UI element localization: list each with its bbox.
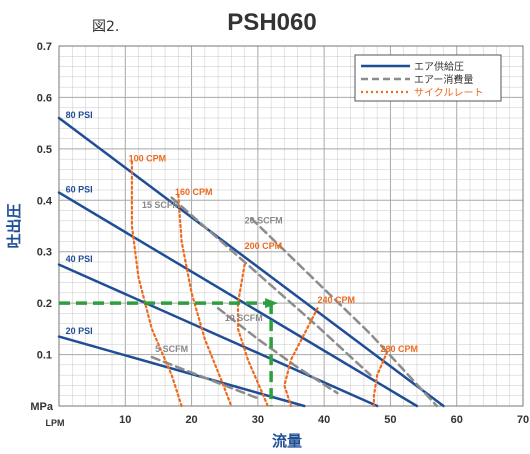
series-line-80-psi (57, 116, 445, 408)
series-label: 10 SCFM (225, 313, 263, 323)
y-tick-label: 0.5 (37, 144, 52, 156)
series-line-240-cpm (283, 307, 319, 408)
x-tick-label: 20 (185, 414, 197, 426)
series-labels: 80 PSI 60 PSI 40 PSI 20 PSI 100 CPM 160 CPM 15… (66, 110, 418, 354)
series-line-15-scfm (170, 196, 372, 377)
legend-label-cycle: サイクルレート (414, 87, 484, 99)
x-tick-label: 40 (318, 414, 330, 426)
series-label: 240 CPM (318, 295, 356, 305)
series-label: 5 SCFM (155, 344, 188, 354)
series-line-40-psi (57, 263, 379, 408)
y-tick-label: 0.7 (37, 41, 52, 53)
series-label: 60 PSI (66, 185, 93, 195)
x-unit-label: LPM (46, 418, 65, 428)
series-label: 160 CPM (175, 187, 213, 197)
y-axis-label: 吐出圧 (5, 203, 23, 248)
y-unit-label: MPa (30, 401, 54, 413)
x-tick-label: 30 (252, 414, 264, 426)
y-tick-label: 0.3 (37, 247, 52, 259)
series-line-5-scfm (150, 355, 260, 400)
series-label: 100 CPM (129, 154, 167, 164)
x-tick-label: 60 (451, 414, 463, 426)
y-tick-label: 0.4 (37, 195, 53, 207)
series-line-20-scfm (249, 217, 439, 408)
y-tick-label: 0.6 (37, 92, 52, 104)
legend-label-supply: エア供給圧 (414, 60, 464, 73)
y-tick-label: 0.1 (37, 350, 52, 362)
series-label: 20 SCFM (245, 215, 283, 225)
legend-label-consumption: エアー消費量 (414, 73, 473, 86)
series-label: 200 CPM (245, 241, 283, 251)
series-line-200-cpm (236, 263, 269, 408)
figure-label: 図2. (92, 19, 119, 35)
x-tick-label: 70 (517, 414, 529, 426)
grid (58, 45, 524, 407)
x-tick-label: 50 (384, 414, 396, 426)
series-line-280-cpm (372, 350, 389, 408)
x-axis-label: 流量 (272, 432, 302, 450)
series-label: 40 PSI (66, 254, 93, 264)
operating-point-arrow (265, 298, 279, 309)
y-tick-label: 0.2 (37, 298, 52, 310)
series-lines (57, 116, 445, 408)
legend-box (354, 54, 502, 102)
chart-title: PSH060 (227, 9, 316, 36)
series-label: 280 CPM (380, 344, 418, 354)
series-label: 15 SCFM (142, 200, 180, 210)
series-line-160-cpm (177, 194, 233, 408)
x-tick-label: 10 (119, 414, 131, 426)
series-label: 20 PSI (66, 326, 93, 336)
series-label: 80 PSI (66, 110, 93, 120)
legend: エア供給圧 エアー消費量 サイクルレート (354, 54, 502, 102)
